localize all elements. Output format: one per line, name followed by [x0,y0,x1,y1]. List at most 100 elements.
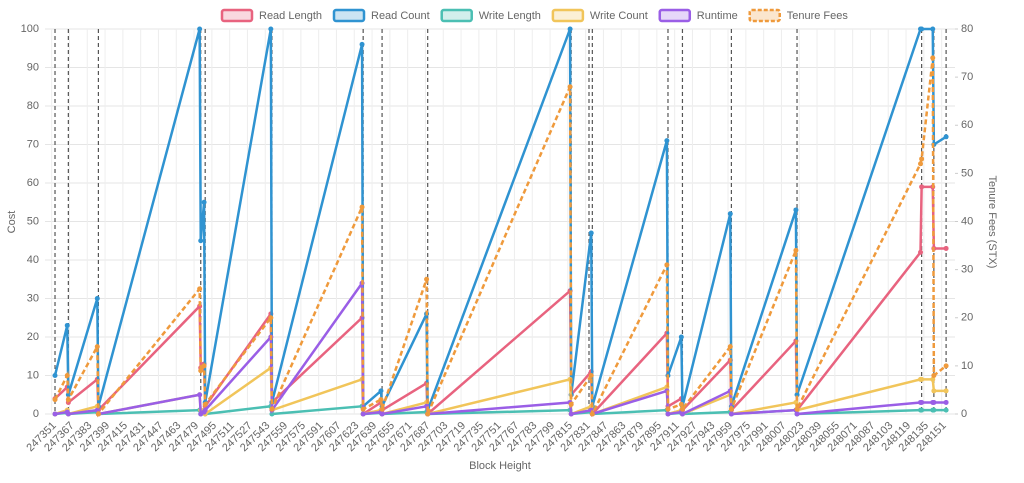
point [202,401,208,407]
legend-label: Tenure Fees [787,10,849,22]
point [931,399,937,405]
point [588,230,594,236]
legend-swatch [748,8,781,23]
point [664,138,670,144]
point [201,363,207,369]
point [678,401,684,407]
point [930,26,936,32]
y-tick-label: 70 [27,138,39,150]
legend-swatch [220,8,254,23]
y-tick-label: 90 [27,61,39,73]
y2-tick-label: 80 [961,23,973,35]
point [359,204,365,210]
legend-label: Write Length [479,10,541,22]
legend-item: Runtime [658,8,738,23]
point [678,334,684,340]
point [94,296,100,301]
point [424,276,430,282]
point [919,184,925,190]
point [931,388,937,394]
point [94,344,100,350]
point [930,376,936,382]
point [794,406,800,412]
legend-swatch [332,8,366,23]
point [65,411,71,417]
point [665,411,671,417]
point [379,411,385,417]
legend-label: Runtime [697,10,738,22]
point [378,397,384,403]
y-axis-title: Cost [6,211,18,234]
point [64,322,70,328]
legend-item: Write Count [551,8,648,23]
point [943,407,949,413]
y-tick-label: 10 [27,369,39,381]
legend-label: Read Length [259,10,322,22]
point [727,211,733,217]
point [728,411,734,417]
y2-tick-label: 0 [961,408,967,420]
legend-item: Write Length [440,8,541,23]
point [268,315,274,321]
point [931,407,937,413]
point [360,406,366,412]
point [727,344,733,350]
point [919,156,925,162]
point [425,411,431,417]
y2-tick-label: 60 [961,119,973,131]
point [567,26,573,32]
y2-tick-label: 20 [961,312,973,324]
point [95,411,101,417]
point [943,245,949,251]
y-tick-label: 30 [27,292,39,304]
point [52,373,58,378]
point [568,411,574,417]
point [918,161,924,167]
y-tick-label: 80 [27,100,39,112]
point [198,238,204,244]
point [794,411,800,417]
legend-item: Read Count [332,8,430,23]
point [943,388,949,394]
point [197,392,203,398]
point [930,55,936,61]
point [793,207,799,213]
point [943,134,949,140]
point [52,411,58,417]
point [360,411,366,417]
legend-swatch [658,8,692,23]
point [378,388,384,394]
point [65,397,71,403]
point [665,406,671,412]
point [52,397,58,403]
point [919,26,925,32]
point [664,262,670,268]
point [269,406,275,412]
point [943,363,949,369]
y-tick-label: 0 [33,408,39,420]
legend-swatch [440,8,473,23]
point [197,286,203,292]
legend-item: Tenure Fees [748,8,849,23]
point [359,41,365,47]
y-tick-label: 50 [27,215,39,227]
legend-swatch [551,8,585,23]
y2-tick-label: 50 [961,167,973,179]
point [197,26,203,32]
y2-axis-title: Tenure Fees (STX) [986,176,998,269]
point [588,373,594,378]
legend-label: Write Count [590,10,648,22]
point [201,199,207,205]
series-line [54,185,947,418]
point [943,399,949,405]
point [919,376,925,382]
point [568,401,574,407]
y2-tick-label: 40 [961,215,973,227]
point [198,368,204,374]
legend-label: Read Count [371,10,430,22]
legend-item: Read Length [220,8,322,23]
point [202,407,208,413]
y-tick-label: 100 [21,23,39,35]
y-tick-label: 20 [27,331,39,343]
